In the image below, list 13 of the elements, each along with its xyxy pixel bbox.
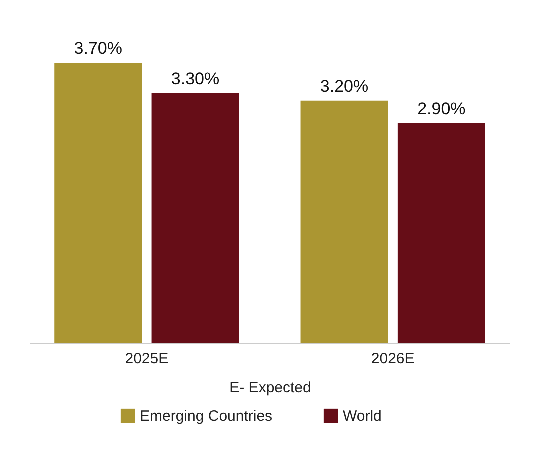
bar — [54, 63, 142, 343]
bar — [152, 93, 240, 343]
x-tick-label: 2025E — [125, 350, 169, 368]
x-tick-label: 2026E — [371, 350, 415, 368]
bar — [300, 100, 388, 343]
data-label: 3.70% — [74, 39, 122, 58]
data-label: 3.30% — [171, 69, 220, 88]
data-label: 2.90% — [418, 100, 466, 119]
legend-label: Emerging Countries — [140, 408, 273, 425]
legend-label: World — [343, 408, 382, 425]
data-label: 3.20% — [320, 76, 369, 96]
bar — [398, 124, 486, 343]
text: E- Expected — [230, 380, 312, 396]
